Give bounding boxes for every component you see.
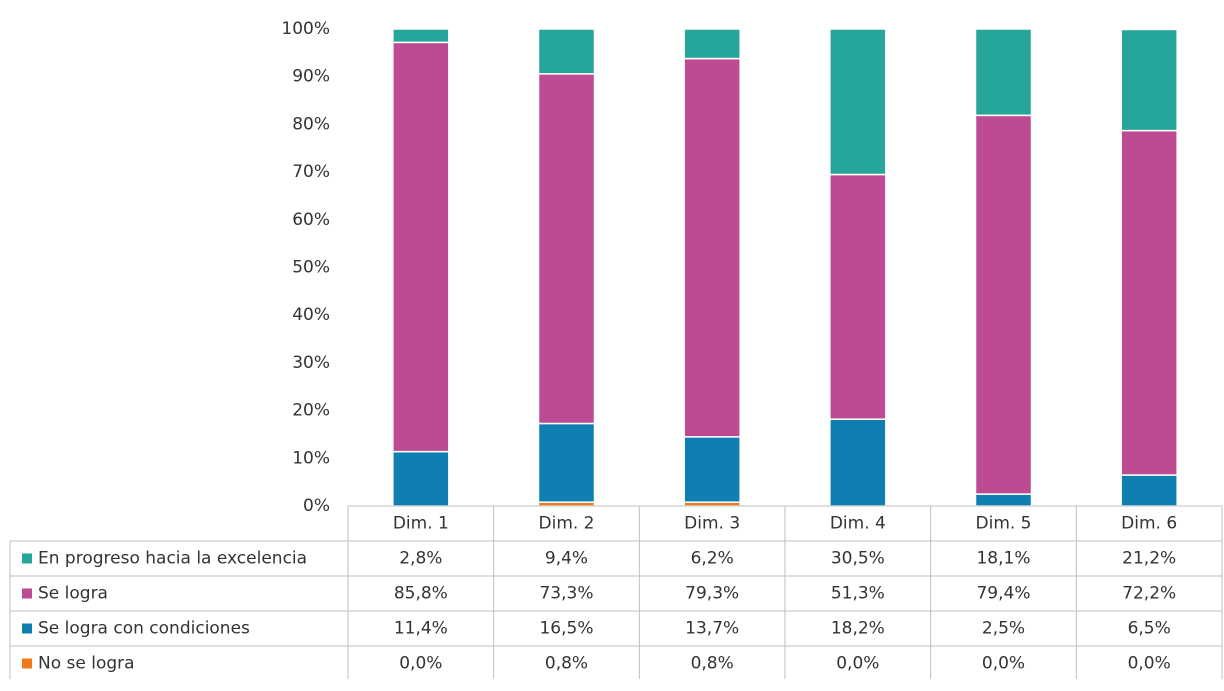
- bar-segment: [1120, 28, 1178, 132]
- table-value: 85,8%: [394, 584, 448, 604]
- bar-segment: [683, 436, 741, 503]
- y-tick-label: 10%: [292, 448, 330, 468]
- y-tick-label: 70%: [292, 162, 330, 182]
- bar-segment: [829, 173, 887, 420]
- bar-segment: [683, 28, 741, 60]
- table-value: 0,0%: [982, 654, 1025, 674]
- bar-segment: [974, 28, 1033, 117]
- bar-segment: [537, 73, 596, 425]
- x-tick-label: Dim. 5: [976, 514, 1032, 534]
- y-tick-label: 0%: [303, 496, 330, 516]
- x-tick-label: Dim. 3: [684, 514, 740, 534]
- table-value: 72,2%: [1122, 584, 1176, 604]
- table-value: 0,8%: [691, 654, 734, 674]
- x-tick-label: Dim. 1: [393, 514, 449, 534]
- legend-label: En progreso hacia la excelencia: [38, 549, 307, 569]
- table-value: 6,5%: [1128, 619, 1171, 639]
- y-tick-label: 40%: [292, 305, 330, 325]
- table-value: 11,4%: [394, 619, 448, 639]
- legend-label: No se logra: [38, 654, 135, 674]
- y-tick-label: 20%: [292, 401, 330, 421]
- table-value: 0,0%: [399, 654, 442, 674]
- bar-segment: [392, 41, 450, 453]
- table-value: 2,5%: [982, 619, 1025, 639]
- y-tick-label: 30%: [292, 353, 330, 373]
- legend-marker: [22, 553, 32, 564]
- table-value: 16,5%: [539, 619, 593, 639]
- y-tick-label: 50%: [292, 258, 330, 278]
- table-value: 2,8%: [399, 549, 442, 569]
- y-tick-label: 100%: [281, 19, 330, 39]
- legend-marker: [22, 588, 32, 599]
- table-value: 21,2%: [1122, 549, 1176, 569]
- table-value: 79,3%: [685, 584, 739, 604]
- table-value: 30,5%: [831, 549, 885, 569]
- table-value: 6,2%: [691, 549, 734, 569]
- bar-segment: [537, 422, 596, 503]
- bar-segment: [829, 28, 887, 176]
- table-value: 0,0%: [836, 654, 879, 674]
- bar-segment: [392, 28, 450, 44]
- legend-marker: [22, 658, 32, 669]
- bar-segment: [1120, 474, 1178, 507]
- x-tick-label: Dim. 6: [1121, 514, 1177, 534]
- table-value: 9,4%: [545, 549, 588, 569]
- bar-segment: [1120, 129, 1178, 476]
- table-value: 0,8%: [545, 654, 588, 674]
- legend-label: Se logra con condiciones: [38, 619, 250, 639]
- x-tick-label: Dim. 2: [539, 514, 595, 534]
- y-tick-label: 60%: [292, 210, 330, 230]
- y-tick-label: 80%: [292, 114, 330, 134]
- bar-segment: [537, 28, 596, 75]
- table-value: 0,0%: [1128, 654, 1171, 674]
- bar-segment: [974, 493, 1033, 507]
- bar-segment: [974, 114, 1033, 495]
- table-value: 18,2%: [831, 619, 885, 639]
- table-value: 13,7%: [685, 619, 739, 639]
- table-value: 79,4%: [976, 584, 1030, 604]
- bar-segment: [829, 418, 887, 507]
- table-value: 51,3%: [831, 584, 885, 604]
- table-value: 73,3%: [539, 584, 593, 604]
- table-value: 18,1%: [976, 549, 1030, 569]
- legend-label: Se logra: [38, 584, 108, 604]
- legend-marker: [22, 623, 32, 634]
- bar-segment: [683, 57, 741, 438]
- bar-segment: [392, 450, 450, 507]
- y-tick-label: 90%: [292, 67, 330, 87]
- x-tick-label: Dim. 4: [830, 514, 886, 534]
